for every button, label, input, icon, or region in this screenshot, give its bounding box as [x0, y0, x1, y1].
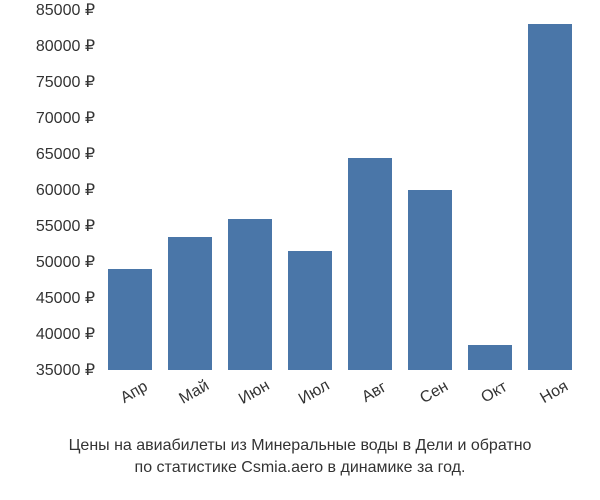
x-tick-label: Ноя: [531, 374, 592, 435]
y-tick-label: 80000 ₽: [36, 36, 95, 56]
bar: [468, 345, 512, 370]
plot-area: [100, 10, 580, 370]
x-tick-label: Окт: [471, 374, 532, 435]
y-tick-label: 40000 ₽: [36, 324, 95, 344]
y-tick-label: 60000 ₽: [36, 180, 95, 200]
y-tick-label: 35000 ₽: [36, 360, 95, 380]
bar: [348, 158, 392, 370]
y-axis: 35000 ₽40000 ₽45000 ₽50000 ₽55000 ₽60000…: [0, 10, 95, 370]
caption-line-1: Цены на авиабилеты из Минеральные воды в…: [0, 435, 600, 457]
bar: [228, 219, 272, 370]
caption-line-2: по статистике Csmia.aero в динамике за г…: [0, 457, 600, 479]
y-tick-label: 75000 ₽: [36, 72, 95, 92]
y-tick-label: 65000 ₽: [36, 144, 95, 164]
x-axis: АпрМайИюнИюлАвгСенОктНоя: [100, 380, 580, 430]
bar: [168, 237, 212, 370]
price-chart: 35000 ₽ 40000 ₽ 45000 ₽ 50000 ₽ 55000 ₽ 60000…: [0, 0, 600, 500]
bar: [288, 251, 332, 370]
chart-caption: Цены на авиабилеты из Минеральные воды в…: [0, 435, 600, 480]
x-tick-label: Сен: [411, 374, 472, 435]
y-tick-label: 45000 ₽: [36, 288, 95, 308]
bar: [108, 269, 152, 370]
x-tick-label: Май: [171, 374, 232, 435]
bar: [528, 24, 572, 370]
y-tick-label: 70000 ₽: [36, 108, 95, 128]
bar: [408, 190, 452, 370]
y-tick-label: 50000 ₽: [36, 252, 95, 272]
x-tick-label: Апр: [111, 374, 172, 435]
y-tick-label: 55000 ₽: [36, 216, 95, 236]
y-tick-label: 85000 ₽: [36, 0, 95, 20]
bar-group: [100, 10, 580, 370]
x-tick-label: Авг: [351, 374, 412, 435]
x-tick-label: Июл: [291, 374, 352, 435]
x-tick-label: Июн: [231, 374, 292, 435]
